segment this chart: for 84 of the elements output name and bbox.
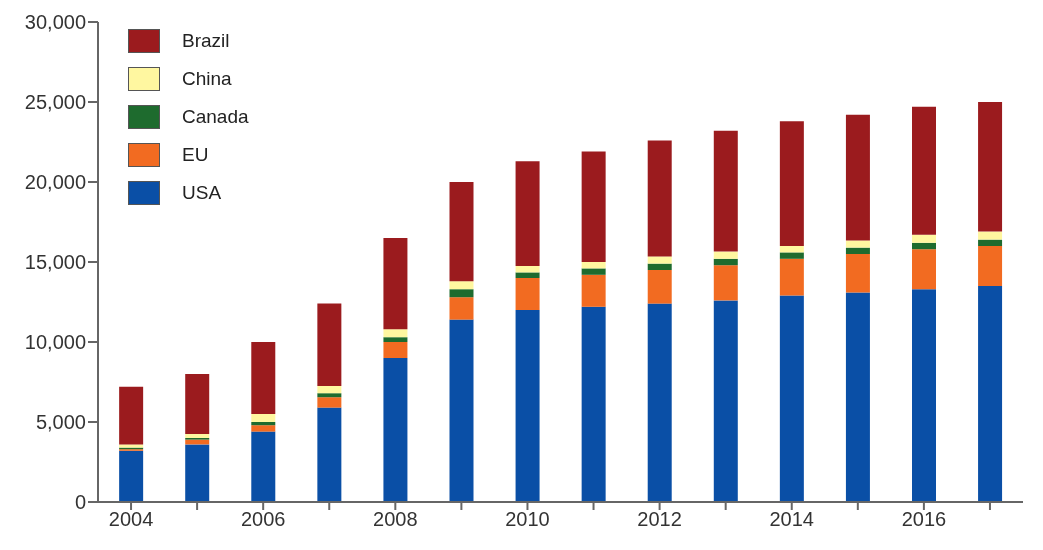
y-tick-label: 0 bbox=[74, 491, 86, 514]
y-tick-label: 30,000 bbox=[24, 11, 86, 34]
bar bbox=[581, 151, 606, 262]
bar bbox=[185, 444, 210, 502]
x-tick-label: 2006 bbox=[240, 508, 286, 531]
legend-label: Canada bbox=[182, 106, 249, 128]
bar bbox=[581, 268, 606, 275]
y-tick-label: 20,000 bbox=[24, 171, 86, 194]
bar bbox=[317, 407, 342, 502]
bar bbox=[713, 251, 738, 259]
bar bbox=[383, 358, 408, 502]
bar bbox=[317, 386, 342, 394]
x-tick-label: 2014 bbox=[769, 508, 814, 531]
bar bbox=[845, 254, 870, 293]
bar bbox=[449, 182, 474, 282]
bar bbox=[912, 234, 936, 243]
bar bbox=[383, 342, 408, 358]
y-tick-label: 25,000 bbox=[24, 91, 86, 114]
bar bbox=[647, 303, 672, 502]
x-tick-label: 2010 bbox=[505, 508, 550, 531]
bar bbox=[647, 270, 672, 304]
bar bbox=[912, 249, 936, 290]
x-tick-label: 2004 bbox=[108, 508, 154, 531]
y-tick-label: 10,000 bbox=[24, 331, 86, 354]
bar bbox=[713, 265, 738, 301]
bar bbox=[317, 397, 342, 408]
bar bbox=[845, 247, 870, 254]
bar bbox=[515, 272, 540, 278]
bar bbox=[779, 258, 804, 296]
bar bbox=[251, 342, 276, 414]
bar bbox=[383, 337, 408, 342]
bar bbox=[779, 295, 804, 502]
bar bbox=[581, 306, 606, 502]
bar bbox=[779, 121, 804, 246]
x-tick-label: 2008 bbox=[373, 508, 418, 531]
bar bbox=[647, 140, 672, 257]
bar bbox=[978, 231, 1003, 240]
bar bbox=[515, 161, 540, 266]
bar bbox=[449, 297, 474, 320]
bar bbox=[185, 374, 210, 434]
bar bbox=[713, 258, 738, 266]
bar bbox=[251, 431, 276, 502]
legend-label: Brazil bbox=[182, 30, 230, 52]
bar bbox=[581, 262, 606, 269]
legend-label: EU bbox=[182, 144, 209, 166]
bar bbox=[845, 292, 870, 502]
bar bbox=[581, 274, 606, 307]
bar bbox=[119, 386, 144, 445]
x-tick-label: 2016 bbox=[901, 508, 947, 531]
bar bbox=[449, 319, 474, 502]
bar bbox=[647, 263, 672, 270]
bar bbox=[978, 239, 1003, 246]
bar bbox=[978, 246, 1003, 286]
bar bbox=[779, 252, 804, 259]
bar bbox=[978, 102, 1003, 232]
bar bbox=[515, 278, 540, 310]
bar bbox=[251, 425, 276, 432]
bar bbox=[449, 289, 474, 298]
x-tick-label: 2012 bbox=[637, 508, 682, 531]
bar bbox=[251, 422, 276, 426]
bar bbox=[713, 130, 738, 252]
y-tick-label: 5,000 bbox=[35, 411, 86, 434]
bar bbox=[912, 289, 936, 502]
bar bbox=[317, 393, 342, 398]
bar bbox=[647, 256, 672, 264]
legend-label: China bbox=[182, 68, 232, 90]
y-tick-label: 15,000 bbox=[24, 251, 86, 274]
bar bbox=[383, 329, 408, 338]
bar bbox=[515, 266, 540, 273]
legend-label: USA bbox=[182, 182, 222, 204]
bar bbox=[251, 414, 276, 422]
bar bbox=[383, 238, 408, 330]
bar bbox=[713, 300, 738, 502]
bar bbox=[912, 242, 936, 250]
bar bbox=[317, 303, 342, 386]
bar bbox=[845, 114, 870, 241]
bar bbox=[912, 106, 936, 235]
bar bbox=[119, 450, 144, 502]
bar bbox=[515, 310, 540, 502]
bar bbox=[449, 281, 474, 290]
bar bbox=[845, 240, 870, 248]
bar bbox=[779, 246, 804, 253]
bar bbox=[185, 434, 210, 438]
bar bbox=[978, 286, 1003, 502]
